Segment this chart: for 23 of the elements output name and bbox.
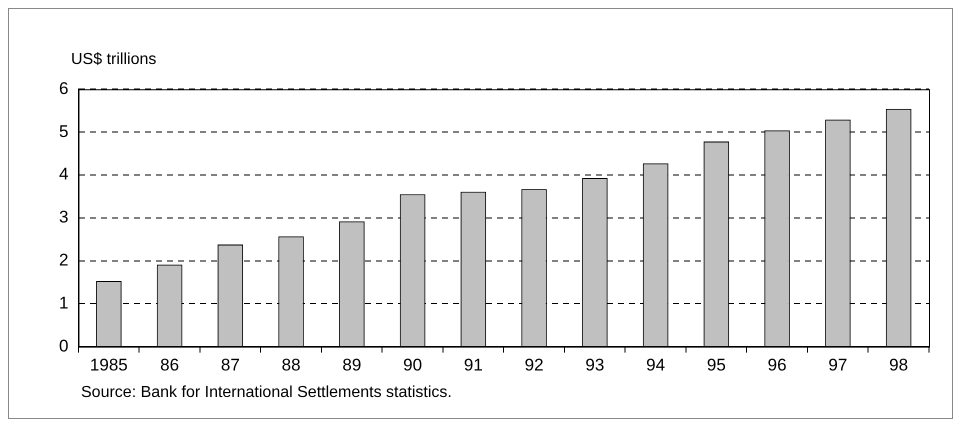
y-tick-label: 6	[58, 78, 68, 98]
y-tick-label: 2	[58, 250, 68, 270]
x-tick-label: 90	[403, 355, 422, 374]
x-tick-label: 91	[464, 355, 483, 374]
y-axis-title: US$ trillions	[71, 51, 156, 69]
source-note: Source: Bank for International Settlements statistics.	[81, 384, 452, 402]
x-tick-label: 93	[585, 355, 604, 374]
x-tick-label: 98	[889, 355, 908, 374]
y-tick-label: 1	[58, 293, 68, 312]
x-tick-label: 88	[282, 355, 301, 374]
y-tick-label: 0	[58, 336, 68, 356]
x-tick-label: 95	[706, 355, 726, 374]
x-tick-label: 87	[220, 355, 240, 374]
x-tick-label: 97	[828, 355, 848, 374]
x-tick-label: 94	[646, 355, 666, 374]
x-tick-label: 89	[342, 355, 362, 374]
x-tick-label: 86	[160, 355, 180, 374]
y-tick-label: 5	[58, 122, 68, 141]
x-tick-label: 96	[768, 355, 787, 374]
x-tick-label: 1985	[90, 355, 128, 374]
y-tick-label: 3	[58, 208, 68, 227]
y-tick-label: 4	[58, 164, 68, 184]
x-tick-label: 92	[524, 355, 544, 374]
